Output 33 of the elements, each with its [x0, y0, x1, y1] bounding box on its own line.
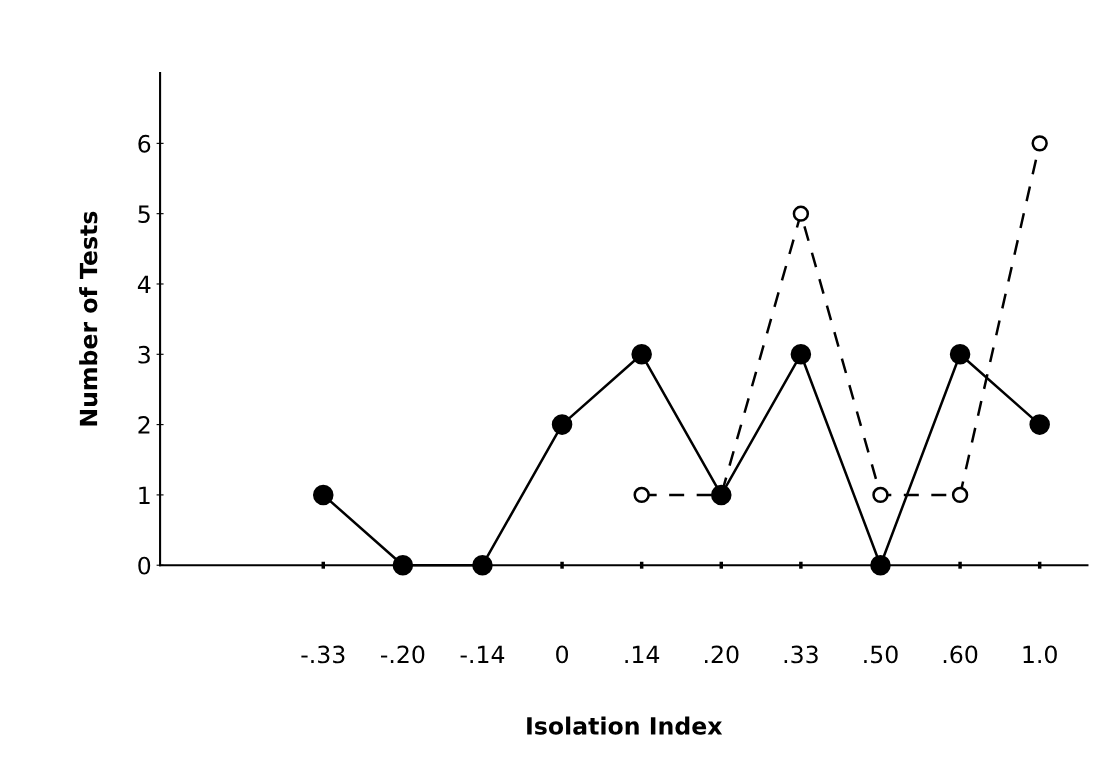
- point: [1031, 135, 1048, 152]
- point: [551, 414, 573, 435]
- x-tick-label: 0: [556, 645, 569, 664]
- x-tick-label: .14: [625, 645, 660, 664]
- point: [870, 554, 891, 576]
- y-tick-label: 0: [138, 556, 151, 575]
- y-tick-label: 5: [138, 205, 150, 223]
- x-tick-label: .60: [943, 645, 978, 664]
- point: [951, 486, 969, 504]
- point: [472, 554, 493, 576]
- point: [792, 205, 810, 222]
- y-tick-label: 4: [137, 275, 151, 293]
- x-tick-label: .33: [784, 645, 818, 664]
- point: [1029, 414, 1050, 435]
- y-tick-label: 1: [139, 486, 150, 504]
- x-axis-title: Isolation Index: [527, 716, 723, 735]
- y-tick-label: 6: [138, 134, 151, 153]
- point: [872, 486, 889, 504]
- point: [392, 554, 414, 576]
- point: [312, 484, 334, 506]
- y-tick-label: 2: [138, 416, 150, 434]
- y-tick-label: 3: [138, 345, 150, 364]
- x-tick-label: -.33: [301, 645, 345, 664]
- point: [790, 344, 812, 365]
- x-tick-label: -.20: [380, 645, 425, 664]
- point: [949, 344, 971, 365]
- x-tick-label: 1.0: [1023, 645, 1057, 664]
- x-tick-label: -.14: [460, 645, 505, 664]
- point: [633, 486, 650, 504]
- y-axis-title: Number of Tests: [79, 211, 98, 426]
- x-tick-label: .20: [705, 645, 739, 664]
- point: [631, 344, 652, 365]
- x-tick-label: .50: [864, 645, 898, 664]
